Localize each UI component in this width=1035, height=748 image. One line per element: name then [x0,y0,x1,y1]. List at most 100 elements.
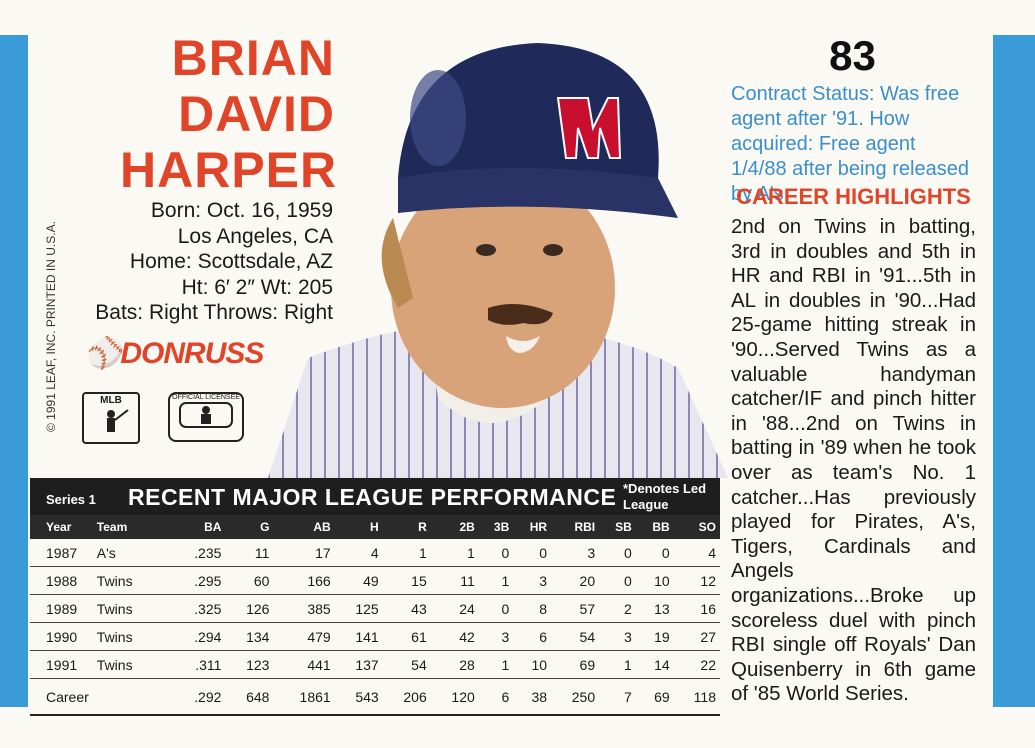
table-cell: Twins [92,622,171,651]
table-cell: .295 [170,566,226,595]
bio-born: Born: Oct. 16, 1959 [150,199,333,222]
card-number: 83 [829,32,876,79]
table-cell: 6 [513,622,552,651]
table-cell: 10 [513,650,552,679]
table-cell: 648 [225,678,274,716]
table-cell: 206 [382,678,431,716]
table-cell: 479 [273,622,335,651]
licensee-emblem-icon [179,402,233,428]
table-cell [92,678,171,716]
table-cell: .325 [170,594,226,623]
col-rbi: RBI [551,515,600,539]
table-cell: 441 [273,650,335,679]
career-row: Career .292 648 1861 543 206 120 6 38 250 7 69 118 [30,678,720,716]
table-cell: 1987 [30,539,93,567]
table-cell: .292 [170,678,226,716]
table-cell: 38 [513,678,552,716]
column-header-row: Year Team BA G AB H R 2B 3B HR RBI SB BB… [30,515,720,539]
left-blue-stripe [0,35,28,707]
bio-bats-throws: Bats: Right Throws: Right [95,301,333,324]
table-cell: 1 [430,539,479,567]
name-middle: DAVID [178,86,335,142]
performance-table: Series 1 RECENT MAJOR LEAGUE PERFORMANCE… [30,478,720,716]
table-cell: 69 [635,678,674,716]
table-cell: 385 [273,594,335,623]
career-highlights-text: 2nd on Twins in batting, 3rd in doubles … [731,215,976,706]
table-cell: 14 [635,650,674,679]
table-cell: 22 [673,650,720,679]
table-cell: 43 [382,594,431,623]
table-cell: 49 [334,566,383,595]
table-cell: 166 [273,566,335,595]
series-label: Series 1 [46,492,96,507]
copyright-text: © 1991 LEAF, INC. PRINTED IN U.S.A. [44,221,58,432]
table-cell: 134 [225,622,274,651]
table-cell: 3 [551,539,600,567]
table-cell: 0 [635,539,674,567]
table-cell: 123 [225,650,274,679]
table-cell: 0 [513,539,552,567]
bio-height-weight: Ht: 6′ 2″ Wt: 205 [181,275,333,299]
right-blue-stripe [993,35,1035,707]
col-h: H [334,515,383,539]
table-cell: 69 [551,650,600,679]
bio-birthplace: Los Angeles, CA [177,224,333,248]
table-cell: 61 [382,622,431,651]
career-highlights-heading: CAREER HIGHLIGHTS [736,184,971,209]
table-cell: 17 [273,539,335,567]
table-cell: Twins [92,650,171,679]
table-cell: 1991 [30,650,93,679]
col-sb: SB [599,515,636,539]
table-cell: 1 [599,650,636,679]
col-g: G [225,515,274,539]
table-cell: 3 [513,566,552,595]
denotes-led-league: *Denotes Led League [623,481,707,512]
baseball-icon: ⚾ [84,337,121,370]
table-cell: 1 [478,566,514,595]
table-cell: .294 [170,622,226,651]
table-cell: 120 [430,678,479,716]
table-cell: 8 [513,594,552,623]
col-so: SO [673,515,720,539]
table-cell: 137 [334,650,383,679]
table-cell: 6 [478,678,514,716]
table-cell: 250 [551,678,600,716]
brand-text: DONRUSS [120,337,264,370]
col-hr: HR [513,515,552,539]
table-cell: 7 [599,678,636,716]
table-cell: 543 [334,678,383,716]
table-row: 1989 Twins .325 126 385 125 43 24 0 8 57 2 13 16 [30,594,720,623]
table-cell: 2 [599,594,636,623]
table-cell: 12 [673,566,720,595]
bio-home: Home: Scottsdale, AZ [129,250,333,273]
table-cell: 1990 [30,622,93,651]
table-title: RECENT MAJOR LEAGUE PERFORMANCE [128,484,617,510]
table-cell: Twins [92,566,171,595]
table-cell: 19 [635,622,674,651]
name-last: HARPER [120,142,338,198]
table-cell: 125 [334,594,383,623]
table-cell: 11 [430,566,479,595]
col-2b: 2B [430,515,479,539]
table-cell: 16 [673,594,720,623]
col-team: Team [92,515,171,539]
table-cell: 0 [599,566,636,595]
table-row: 1990 Twins .294 134 479 141 61 42 3 6 54 3 19 27 [30,622,720,651]
table-cell: 118 [673,678,720,716]
table-cell: 60 [225,566,274,595]
table-row: 1991 Twins .311 123 441 137 54 28 1 10 69 1 14 22 [30,650,720,679]
player-bio: Born: Oct. 16, 1959 Los Angeles, CA Home… [80,198,333,326]
table-cell: 42 [430,622,479,651]
table-cell: 28 [430,650,479,679]
table-cell: 13 [635,594,674,623]
table-cell: 54 [382,650,431,679]
col-ba: BA [170,515,226,539]
mlb-logo-text: MLB [100,395,122,406]
official-licensee-logo: OFFICIAL LICENSEE [168,392,244,442]
table-cell: 4 [673,539,720,567]
table-cell: 141 [334,622,383,651]
table-cell: 0 [599,539,636,567]
table-row: 1988 Twins .295 60 166 49 15 11 1 3 20 0 10 12 [30,566,720,595]
table-cell: 11 [225,539,274,567]
